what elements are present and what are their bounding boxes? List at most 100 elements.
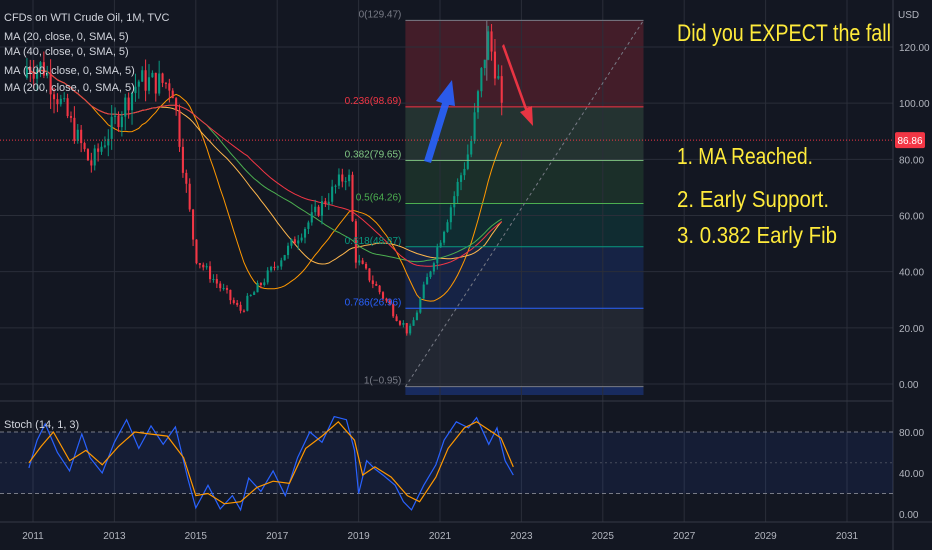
candle-body [86, 149, 89, 161]
candle-body [151, 72, 154, 78]
candle-body [385, 298, 388, 301]
candle-body [331, 186, 334, 202]
candle-body [354, 221, 357, 263]
candle-body [137, 81, 140, 87]
candle-body [225, 288, 229, 290]
candle-body [32, 73, 35, 79]
candle-body [198, 263, 201, 265]
candle-body [426, 277, 429, 285]
candle-body [185, 172, 188, 184]
candle-body [49, 73, 52, 95]
candle-body [368, 268, 371, 281]
candle-body [398, 321, 402, 325]
stoch-line-d [28, 420, 514, 505]
candle-body [358, 260, 361, 263]
candle-body [276, 266, 279, 268]
candle-body [256, 283, 259, 293]
candle-body [39, 62, 42, 70]
candle-body [110, 116, 113, 139]
time-tick: 2031 [836, 531, 859, 542]
fib-level-label-2: 0.382(79.65) [345, 149, 402, 160]
time-tick: 2021 [429, 531, 452, 542]
candle-body [348, 174, 351, 182]
candle-body [69, 116, 73, 118]
candle-body [463, 168, 466, 176]
candle-body [161, 73, 164, 83]
candle-body [107, 138, 110, 146]
candle-body [46, 73, 49, 76]
price-tick: 60.00 [899, 212, 924, 223]
candle-body [232, 300, 235, 303]
candle-body [436, 247, 439, 264]
candle-body [154, 72, 157, 94]
price-tick: 40.00 [899, 268, 924, 279]
candle-body [473, 112, 476, 141]
annotation-point-3: 3. 0.382 Early Fib [677, 222, 837, 248]
candle-body [375, 283, 378, 286]
annotation-title: Did you EXPECT the fall [677, 20, 891, 47]
candle-body [300, 237, 303, 241]
candle-body [36, 69, 39, 79]
candle-body [205, 266, 208, 268]
candle-body [493, 51, 496, 79]
candle-body [487, 31, 490, 60]
candle-body [443, 231, 446, 243]
candle-body [405, 323, 408, 334]
candle-body [168, 83, 171, 91]
candle-body [497, 76, 500, 79]
candle-body [76, 129, 79, 141]
candle-body [439, 242, 442, 248]
candle-body [124, 97, 127, 117]
candle-body [470, 140, 473, 155]
fib-level-label-1: 0.236(98.69) [345, 96, 402, 107]
candle-body [337, 174, 340, 186]
candle-body [341, 174, 344, 182]
candle-body [432, 263, 435, 272]
candle-body [90, 160, 93, 166]
fib-level-label-4: 0.618(48.87) [345, 236, 402, 247]
candle-body [239, 304, 242, 311]
candle-body [249, 294, 252, 296]
candle-body [334, 185, 337, 187]
candlesticks [25, 24, 503, 336]
candle-body [453, 196, 456, 208]
candle-body [29, 66, 32, 74]
candle-body [303, 228, 307, 238]
candle-body [117, 115, 120, 128]
price-tick: 20.00 [899, 324, 924, 335]
candle-body [25, 66, 28, 78]
candle-body [93, 148, 96, 166]
price-tick: 80.00 [899, 155, 924, 166]
time-tick: 2013 [103, 531, 126, 542]
candle-body [378, 285, 381, 293]
candle-body [324, 201, 327, 205]
candle-body [219, 283, 222, 289]
candle-body [212, 278, 215, 280]
candle-body [402, 323, 405, 325]
candle-body [456, 181, 459, 197]
candle-body [320, 201, 324, 216]
candle-body [141, 70, 144, 82]
stoch-tick: 80.00 [899, 428, 924, 439]
candle-body [100, 146, 103, 152]
time-tick: 2023 [510, 531, 533, 542]
candle-body [188, 183, 191, 210]
candle-body [66, 98, 69, 117]
candle-body [195, 239, 198, 264]
annotation-point-2: 2. Early Support. [677, 186, 829, 212]
ma-legend-20: MA (20, close, 0, SMA, 5) [4, 31, 129, 43]
fib-trend-line [404, 20, 644, 387]
symbol-title: CFDs on WTI Crude Oil, 1M, TVC [4, 12, 169, 24]
candle-body [175, 98, 178, 111]
time-tick: 2025 [592, 531, 615, 542]
candle-body [164, 82, 168, 84]
candle-body [314, 206, 317, 213]
candle-body [429, 271, 432, 278]
candle-body [388, 300, 391, 305]
candle-body [178, 110, 181, 147]
candle-body [273, 266, 276, 268]
candle-body [147, 77, 151, 91]
candle-body [270, 266, 273, 271]
candle-body [310, 212, 313, 223]
